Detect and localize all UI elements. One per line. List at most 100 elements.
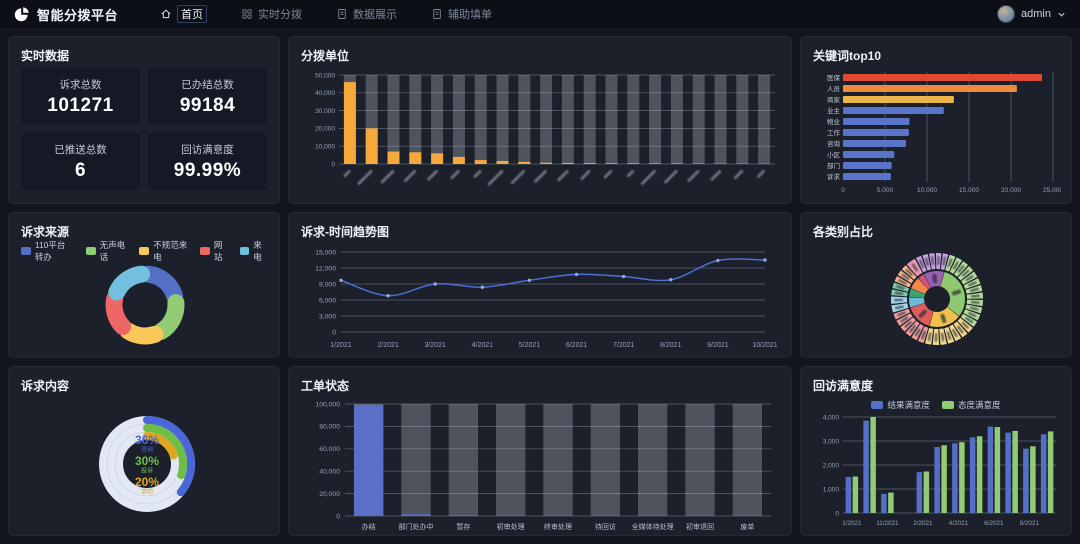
svg-text:人员: 人员 [827,85,841,93]
app-title: 智能分拨平台 [37,7,119,23]
legend-swatch [200,247,210,255]
svg-text:求助: 求助 [141,488,153,496]
category-share-sunburst-chart[interactable] [813,244,1059,352]
legend-item[interactable]: 态度满意度 [942,399,1001,411]
panel-title: 诉求-时间趋势图 [301,225,389,239]
svg-text:1/2021: 1/2021 [330,342,352,349]
legend-item[interactable]: 结果满意度 [871,399,930,411]
top-nav: 智能分拨平台 首页 实时分拨 数据展示 [0,0,1080,28]
legend-item[interactable]: 不规范来电 [139,239,188,263]
complaint-content-ring-chart[interactable]: 36% 咨询 30% 投诉 20% 求助 [21,398,267,530]
svg-text:50,000: 50,000 [315,72,335,79]
stat-card-pushed: 已推送总数 6 [21,133,140,190]
legend-swatch [21,247,31,255]
legend-swatch [85,247,96,255]
svg-text:0: 0 [835,510,839,517]
svg-text:40,000: 40,000 [319,469,340,476]
legend-swatch [871,401,884,409]
home-icon [161,9,171,19]
user-name: admin [1021,8,1051,20]
svg-text:1,000: 1,000 [823,486,840,493]
svg-text:7/2021: 7/2021 [613,342,635,349]
svg-text:6,000: 6,000 [319,297,336,304]
keywords-top10-bar-chart[interactable]: 0 5,000 10,000 15,000 20,000 25,000 医保 人员 商家 业主 物业… [813,68,1061,198]
svg-text:待回访: 待回访 [595,522,616,531]
panel-title: 工单状态 [301,379,350,393]
panel-realtime-data: 实时数据 诉求总数 101271 已办结总数 99184 已推送总数 6 回访满… [8,36,280,204]
document-icon [433,9,441,19]
svg-text:2/2021: 2/2021 [913,520,933,527]
dispatch-units-bar-chart[interactable]: 0 10,000 20,000 30,000 40,000 50,000 [301,68,779,198]
legend-item[interactable]: 110平台转办 [21,239,74,263]
svg-text:终审处理: 终审处理 [544,522,572,531]
panel-category-share: 各类别占比 [800,212,1072,358]
dashboard-grid: 实时数据 诉求总数 101271 已办结总数 99184 已推送总数 6 回访满… [0,28,1080,544]
svg-text:医保: 医保 [827,73,841,82]
user-menu[interactable]: admin [997,5,1066,23]
svg-text:3,000: 3,000 [319,313,336,320]
svg-text:10,000: 10,000 [315,144,335,151]
satisfaction-grouped-bar-chart[interactable]: 0 1,000 2,000 3,000 4,000 1/2021 11/2021 2/2021… [813,412,1059,530]
svg-text:10,000: 10,000 [917,187,937,194]
svg-text:15,000: 15,000 [959,187,979,194]
panel-keywords-top10: 关键词top10 0 5,000 10,000 15,000 20,000 25,000 医… [800,36,1072,204]
legend-swatch [139,247,150,255]
brand: 智能分拨平台 [14,5,118,24]
panel-title: 关键词top10 [813,49,882,63]
svg-text:0: 0 [331,161,335,168]
satisfaction-legend: 结果满意度 态度满意度 [813,398,1059,412]
svg-text:工作: 工作 [827,128,841,137]
svg-text:4,000: 4,000 [823,414,840,421]
nav-item-data-display[interactable]: 数据展示 [336,6,397,22]
svg-text:3/2021: 3/2021 [425,342,447,349]
panel-complaint-sources: 诉求来源 110平台转办 无声电话 不规范来电 网站 来电 [8,212,280,358]
svg-text:全媒体待处理: 全媒体待处理 [632,522,674,531]
panel-title: 回访满意度 [813,379,874,393]
svg-text:11/2021: 11/2021 [876,520,899,527]
nav-item-assist-form[interactable]: 辅助填单 [431,6,492,22]
svg-text:小区: 小区 [827,150,841,159]
chevron-down-icon [1058,12,1065,17]
legend-item[interactable]: 网站 [200,239,227,263]
svg-text:6/2021: 6/2021 [984,520,1004,527]
svg-text:物业: 物业 [827,117,841,126]
order-status-bar-chart[interactable]: 0 20,000 40,000 60,000 80,000 100,000 办结 部门处办中 暂… [301,398,779,534]
svg-text:2,000: 2,000 [823,462,840,469]
avatar[interactable] [997,5,1016,23]
nav-item-home[interactable]: 首页 [160,5,208,23]
svg-text:投诉: 投诉 [141,467,153,475]
svg-text:暂存: 暂存 [456,522,470,531]
svg-text:60,000: 60,000 [319,446,340,453]
document-icon [338,9,346,19]
legend-item[interactable]: 来电 [239,239,267,263]
stats-grid: 诉求总数 101271 已办结总数 99184 已推送总数 6 回访满意度 99… [21,68,267,190]
complaint-time-trend-line-chart[interactable]: 0 3,000 6,000 9,000 12,000 15,000 1/2021 2/2021… [301,244,779,352]
panel-title: 诉求内容 [21,379,70,393]
svg-text:20,000: 20,000 [315,126,335,133]
svg-text:咨询: 咨询 [141,446,153,454]
legend-swatch [942,401,954,409]
panel-order-status: 工单状态 0 20,000 40,000 60,000 80,000 100,000 办结 部… [288,366,792,536]
svg-text:100,000: 100,000 [315,401,340,408]
svg-text:2/2021: 2/2021 [377,342,399,349]
svg-text:5/2021: 5/2021 [519,342,541,349]
legend-swatch [239,247,250,255]
svg-text:1/2021: 1/2021 [842,520,862,527]
stat-card-total-complaints: 诉求总数 101271 [21,68,140,125]
svg-text:30%: 30% [135,454,159,468]
svg-text:部门处办中: 部门处办中 [399,522,434,531]
svg-text:40,000: 40,000 [315,90,335,97]
svg-text:36%: 36% [135,433,159,447]
svg-text:8/2021: 8/2021 [660,342,682,349]
svg-text:0: 0 [841,187,845,194]
legend-item[interactable]: 无声电话 [85,239,128,263]
svg-text:初审处理: 初审处理 [497,522,525,531]
stat-card-completed: 已办结总数 99184 [148,68,267,125]
svg-text:15,000: 15,000 [315,249,336,256]
svg-text:6/2021: 6/2021 [566,342,588,349]
svg-text:0: 0 [332,329,336,336]
svg-text:业主: 业主 [827,106,841,115]
svg-text:20,000: 20,000 [319,491,340,498]
complaint-sources-donut-chart[interactable] [21,258,267,352]
nav-item-realtime-dispatch[interactable]: 实时分拨 [241,6,302,22]
